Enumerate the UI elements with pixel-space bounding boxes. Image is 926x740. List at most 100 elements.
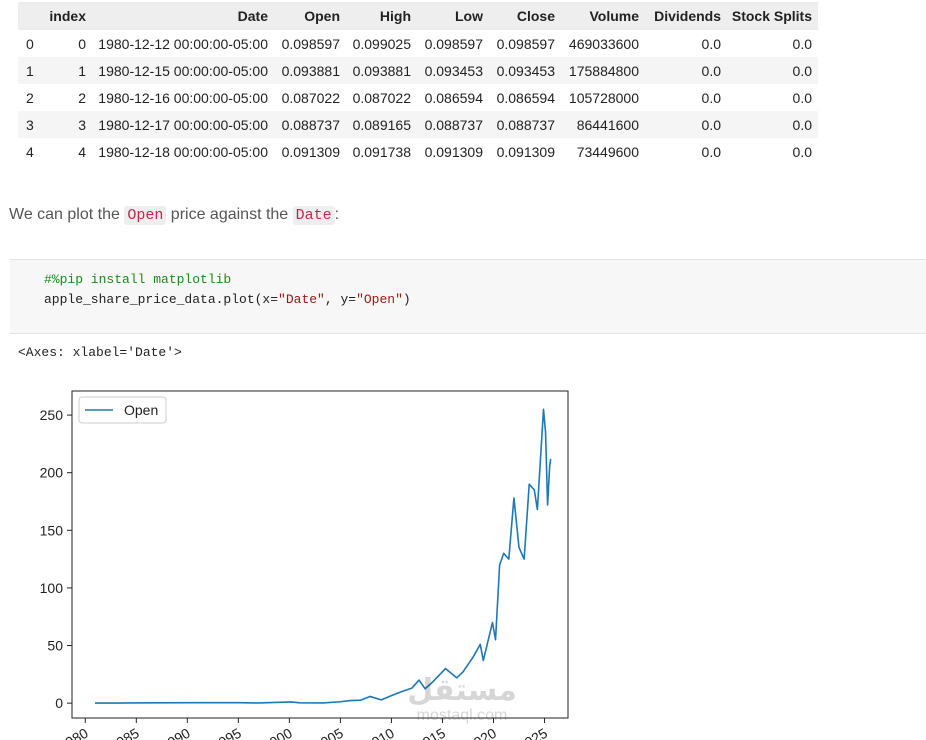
column-header <box>18 2 40 30</box>
code-cell[interactable]: #%pip install matplotlib apple_share_pri… <box>10 259 926 334</box>
text: : <box>334 206 340 223</box>
table-cell: 0.088737 <box>489 111 561 138</box>
table-cell: 0.0 <box>645 111 727 138</box>
y-tick-label: 200 <box>40 465 64 481</box>
markdown-text: We can plot the Open price against the D… <box>9 206 340 225</box>
code-string: "Date" <box>278 292 325 307</box>
code-string: "Open" <box>356 292 403 307</box>
table-row: 2 2 1980-12-16 00:00:00-05:00 0.087022 0.087… <box>18 84 818 111</box>
column-header: Low <box>417 2 489 30</box>
x-tick-label: 2000 <box>260 725 295 740</box>
column-header: Stock Splits <box>727 2 818 30</box>
table-cell: 0.098597 <box>496 35 555 52</box>
column-header: Date <box>92 2 274 30</box>
table-cell: 0.087022 <box>281 89 340 106</box>
code-token: ) <box>402 292 411 307</box>
table-cell: 0.088737 <box>417 111 489 138</box>
dataframe-table: index Date Open High Low Close Volume Dividends… <box>18 2 818 165</box>
table-cell: 0.088737 <box>274 111 346 138</box>
table-cell: 0.093453 <box>489 57 561 84</box>
table-cell: 4 <box>78 143 86 160</box>
x-tick-label: 1995 <box>209 725 244 740</box>
x-tick-label: 1980 <box>56 725 91 740</box>
column-header: Dividends <box>645 2 727 30</box>
code-comment: #%pip install matplotlib <box>44 272 232 287</box>
y-tick-label: 250 <box>40 407 64 423</box>
table-cell: 86441600 <box>561 111 645 138</box>
table-cell: 1980-12-17 00:00:00-05:00 <box>92 111 274 138</box>
table-cell: 1980-12-16 00:00:00-05:00 <box>98 89 268 106</box>
chart: 0 50 100 150 200 250 1980 1985 1990 1995 2000 2005 2… <box>40 390 569 740</box>
x-tick-label: 2005 <box>311 725 346 740</box>
table-cell: 469033600 <box>568 35 639 52</box>
row-index: 4 <box>26 143 34 160</box>
watermark: mostaql.com <box>417 707 508 724</box>
x-tick-label: 1985 <box>107 725 142 740</box>
table-cell: 0.098597 <box>424 35 483 52</box>
inline-code: Date <box>292 206 335 225</box>
x-tick-label: 2010 <box>362 725 397 740</box>
watermark: مستقل <box>407 674 517 707</box>
cell-output: <Axes: xlabel='Date'> <box>18 345 182 360</box>
table-row: 3 3 1980-12-17 00:00:00-05:00 0.088737 0.089… <box>18 111 818 138</box>
table-cell: 0.0 <box>727 111 818 138</box>
y-tick-label: 0 <box>55 695 63 711</box>
inline-code: Open <box>124 206 167 225</box>
column-header: Open <box>274 2 346 30</box>
code-line: apple_share_price_data.plot(x="Date", y=… <box>44 292 411 307</box>
table-cell: 0.093453 <box>417 57 489 84</box>
row-index: 2 <box>26 89 34 106</box>
column-header: Close <box>489 2 561 30</box>
table-cell: 0.091309 <box>496 143 555 160</box>
table-row: 0 0 1980-12-12 00:00:00-05:00 0.098597 0.099… <box>18 30 818 57</box>
x-tick-label: 2025 <box>515 725 550 740</box>
table-cell: 0.0 <box>727 57 818 84</box>
table-cell: 175884800 <box>561 57 645 84</box>
table-cell: 1980-12-12 00:00:00-05:00 <box>98 35 268 52</box>
table-cell: 0.0 <box>701 143 721 160</box>
text: price against the <box>166 206 293 223</box>
table-cell: 0 <box>78 35 86 52</box>
text: We can plot the <box>9 206 125 223</box>
table-cell: 0.0 <box>792 89 812 106</box>
y-tick-label: 100 <box>40 580 64 596</box>
table-cell: 73449600 <box>576 143 639 160</box>
x-tick-label: 2015 <box>413 725 448 740</box>
axes-frame <box>71 390 569 719</box>
column-header: Volume <box>561 2 645 30</box>
code-token: , y= <box>324 292 357 307</box>
row-index: 0 <box>26 35 34 52</box>
legend-box <box>78 396 167 424</box>
table-cell: 0.087022 <box>352 89 411 106</box>
table-cell: 0.0 <box>701 35 721 52</box>
column-header: index <box>40 2 92 30</box>
legend-label: Open <box>124 402 158 418</box>
code-token: apple_share_price_data.plot(x= <box>44 292 279 307</box>
table-cell: 0.086594 <box>496 89 555 106</box>
table-cell: 0.0 <box>645 57 727 84</box>
x-tick-label: 1990 <box>158 725 193 740</box>
column-header: High <box>346 2 417 30</box>
table-row: 1 1 1980-12-15 00:00:00-05:00 0.093881 0.093… <box>18 57 818 84</box>
table-cell: 0.0 <box>792 35 812 52</box>
table-cell: 105728000 <box>568 89 639 106</box>
table-cell: 3 <box>40 111 92 138</box>
table-cell: 1980-12-15 00:00:00-05:00 <box>92 57 274 84</box>
table-cell: 0.089165 <box>346 111 417 138</box>
y-tick-label: 50 <box>47 638 63 654</box>
header-row: index Date Open High Low Close Volume Dividends… <box>18 2 818 30</box>
table-cell: 0.091309 <box>281 143 340 160</box>
table-cell: 2 <box>78 89 86 106</box>
row-index: 1 <box>18 57 40 84</box>
table-cell: 0.0 <box>792 143 812 160</box>
table-cell: 0.093881 <box>274 57 346 84</box>
table-cell: 0.0 <box>701 89 721 106</box>
table-cell: 0.091309 <box>424 143 483 160</box>
y-tick-label: 150 <box>40 522 64 538</box>
table-cell: 0.093881 <box>346 57 417 84</box>
table-row: 4 4 1980-12-18 00:00:00-05:00 0.091309 0.091… <box>18 138 818 165</box>
table-cell: 0.086594 <box>424 89 483 106</box>
row-index: 3 <box>18 111 40 138</box>
series-line <box>94 408 552 704</box>
